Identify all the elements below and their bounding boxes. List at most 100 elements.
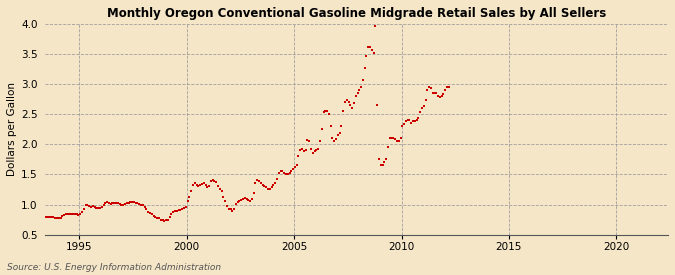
Point bbox=[424, 84, 435, 89]
Point bbox=[288, 167, 298, 171]
Point bbox=[438, 92, 449, 97]
Point bbox=[57, 214, 68, 218]
Point bbox=[191, 182, 202, 187]
Point bbox=[225, 207, 236, 211]
Point bbox=[193, 184, 204, 188]
Point bbox=[325, 123, 336, 128]
Point bbox=[415, 110, 426, 115]
Point bbox=[246, 197, 257, 201]
Point bbox=[118, 202, 129, 207]
Point bbox=[205, 179, 216, 183]
Point bbox=[114, 202, 125, 206]
Point bbox=[59, 213, 70, 217]
Point bbox=[40, 215, 51, 219]
Point bbox=[127, 200, 138, 204]
Point bbox=[317, 126, 327, 131]
Point bbox=[45, 215, 55, 219]
Point bbox=[322, 108, 333, 113]
Point bbox=[408, 119, 418, 123]
Point bbox=[433, 93, 443, 98]
Point bbox=[372, 102, 383, 107]
Point bbox=[238, 197, 248, 201]
Point bbox=[163, 217, 173, 222]
Point bbox=[89, 205, 100, 209]
Point bbox=[48, 215, 59, 219]
Point bbox=[177, 207, 188, 211]
Point bbox=[68, 211, 78, 216]
Point bbox=[336, 123, 347, 128]
Point bbox=[375, 163, 386, 167]
Point bbox=[302, 138, 313, 142]
Point bbox=[98, 202, 109, 207]
Point bbox=[402, 117, 413, 122]
Point bbox=[234, 199, 245, 203]
Point bbox=[75, 211, 86, 216]
Point bbox=[123, 200, 134, 205]
Point bbox=[307, 150, 318, 155]
Point bbox=[245, 199, 256, 203]
Point bbox=[155, 217, 166, 222]
Point bbox=[342, 98, 352, 103]
Point bbox=[429, 90, 440, 95]
Point bbox=[313, 146, 324, 151]
Point bbox=[256, 181, 267, 185]
Point bbox=[171, 208, 182, 213]
Point bbox=[250, 181, 261, 185]
Point bbox=[252, 178, 263, 182]
Point bbox=[345, 102, 356, 107]
Point bbox=[383, 144, 394, 149]
Point bbox=[35, 215, 46, 219]
Point bbox=[320, 108, 331, 113]
Point bbox=[164, 215, 175, 219]
Point bbox=[400, 119, 411, 123]
Point bbox=[315, 139, 325, 143]
Point bbox=[202, 185, 213, 189]
Point bbox=[370, 24, 381, 29]
Point bbox=[218, 194, 229, 199]
Point bbox=[144, 211, 155, 215]
Point bbox=[306, 146, 317, 151]
Point bbox=[386, 136, 397, 140]
Point bbox=[273, 170, 284, 175]
Point bbox=[435, 95, 446, 99]
Point bbox=[394, 139, 404, 143]
Point bbox=[241, 197, 252, 201]
Point bbox=[309, 149, 320, 153]
Point bbox=[91, 205, 102, 210]
Point bbox=[175, 208, 186, 212]
Point bbox=[282, 172, 293, 176]
Point bbox=[103, 201, 114, 205]
Point bbox=[334, 131, 345, 135]
Point bbox=[399, 122, 410, 127]
Point bbox=[410, 119, 421, 123]
Point bbox=[139, 205, 150, 209]
Point bbox=[204, 184, 215, 188]
Point bbox=[188, 183, 198, 188]
Point bbox=[304, 139, 315, 143]
Point bbox=[159, 219, 169, 223]
Point bbox=[200, 182, 211, 187]
Point bbox=[254, 179, 265, 183]
Point bbox=[354, 87, 364, 92]
Point bbox=[350, 93, 361, 98]
Point bbox=[66, 211, 77, 216]
Point bbox=[107, 201, 118, 205]
Point bbox=[323, 111, 334, 116]
Point bbox=[441, 84, 452, 89]
Point bbox=[300, 147, 311, 152]
Point bbox=[421, 98, 431, 103]
Point bbox=[216, 188, 227, 193]
Point bbox=[436, 93, 447, 98]
Point bbox=[186, 189, 196, 194]
Point bbox=[148, 214, 159, 218]
Point bbox=[389, 137, 400, 141]
Point bbox=[418, 104, 429, 109]
Point bbox=[46, 215, 57, 219]
Point bbox=[161, 218, 171, 222]
Point bbox=[356, 84, 367, 89]
Point bbox=[128, 200, 139, 204]
Point bbox=[130, 200, 141, 205]
Point bbox=[82, 202, 92, 207]
Point bbox=[232, 200, 243, 204]
Point bbox=[388, 136, 399, 140]
